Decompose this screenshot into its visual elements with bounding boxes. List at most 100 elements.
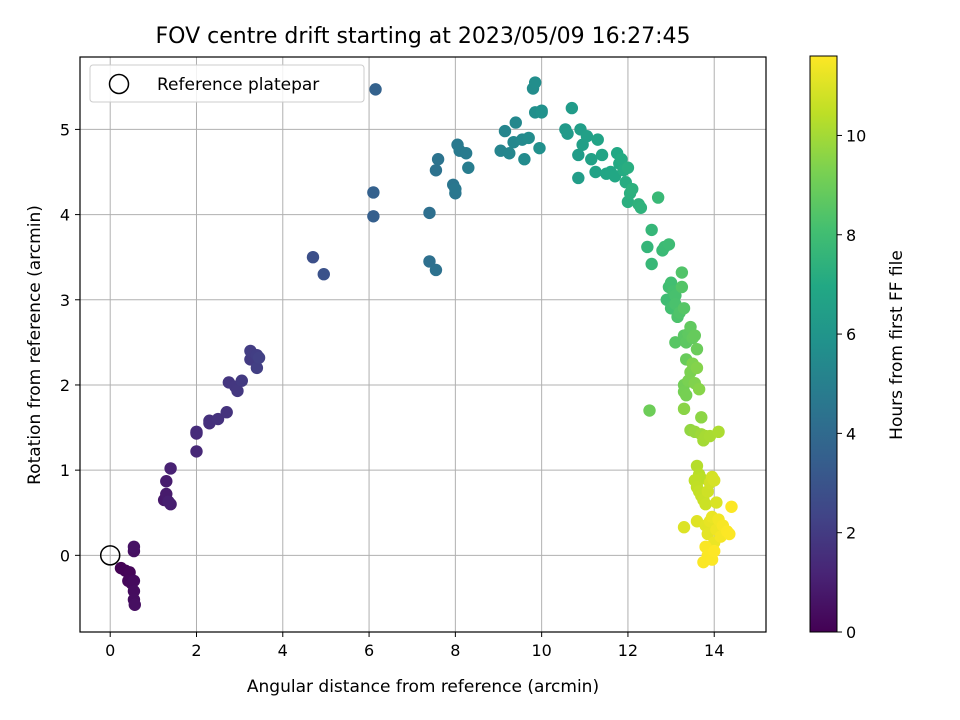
- x-tick-label: 0: [105, 641, 115, 660]
- x-tick-label: 14: [704, 641, 724, 660]
- y-tick-label: 1: [60, 461, 70, 480]
- scatter-point: [708, 544, 721, 558]
- x-tick-label: 8: [450, 641, 460, 660]
- scatter-point: [585, 153, 598, 166]
- scatter-point: [710, 496, 723, 509]
- scatter-point: [535, 106, 548, 119]
- plot-frame: [79, 56, 767, 633]
- colorbar-label: Hours from first FF file: [887, 250, 907, 440]
- scatter-point: [252, 351, 266, 364]
- scatter-point: [690, 361, 704, 375]
- colorbar-tick-label: 2: [846, 524, 856, 543]
- scatter-point: [699, 498, 712, 511]
- scatter-point: [725, 500, 738, 513]
- scatter-point: [675, 266, 689, 279]
- colorbar-tick-label: 4: [846, 424, 856, 443]
- scatter-point: [509, 116, 522, 129]
- scatter-point: [572, 171, 585, 185]
- scatter-point: [190, 445, 203, 458]
- x-tick-label: 10: [531, 641, 551, 660]
- scatter-point: [423, 206, 436, 220]
- y-axis-label: Rotation from reference (arcmin): [25, 205, 45, 485]
- scatter-point: [626, 182, 639, 196]
- scatter-point: [127, 584, 141, 598]
- scatter-point: [449, 182, 462, 196]
- x-tick-label: 2: [191, 641, 201, 660]
- scatter-point: [688, 329, 702, 342]
- scatter-point: [306, 250, 320, 264]
- scatter-point: [367, 210, 380, 223]
- scatter-point: [190, 425, 203, 439]
- y-tick-label: 4: [60, 206, 70, 225]
- scatter-point: [528, 76, 542, 89]
- scatter-point: [369, 83, 382, 96]
- scatter-point: [127, 540, 141, 554]
- grid-lines: [80, 57, 766, 632]
- colorbar-ticks: 0 2 4 6 8 10: [837, 126, 866, 642]
- scatter-point: [708, 474, 721, 487]
- scatter-point: [645, 257, 658, 271]
- scatter-point: [423, 255, 436, 268]
- reference-platepar-marker: [99, 545, 121, 566]
- scatter-point: [692, 383, 706, 396]
- scatter-point: [690, 342, 704, 356]
- colorbar: [809, 55, 838, 633]
- x-tick-label: 6: [364, 641, 374, 660]
- colorbar-tick-label: 6: [846, 325, 856, 344]
- scatter-point: [675, 280, 689, 294]
- scatter-point: [128, 598, 141, 611]
- scatter-point: [565, 101, 579, 115]
- scatter-point: [641, 240, 654, 254]
- scatter-point: [211, 412, 225, 426]
- scatter-point: [429, 164, 443, 177]
- scatter-point: [127, 574, 141, 588]
- scatter-point: [367, 186, 380, 199]
- scatter-point: [518, 153, 531, 166]
- scatter-point: [503, 147, 516, 160]
- colorbar-tick-label: 0: [846, 623, 856, 642]
- x-tick-label: 4: [278, 641, 288, 660]
- y-axis-ticks: 0 1 2 3 4 5: [60, 120, 80, 565]
- x-tick-label: 12: [618, 641, 638, 660]
- scatter-point: [677, 402, 691, 416]
- scatter-point: [231, 384, 244, 398]
- legend-label: Reference platepar: [157, 75, 319, 95]
- scatter-point: [695, 411, 708, 424]
- scatter-point: [459, 147, 473, 160]
- scatter-point: [677, 302, 691, 315]
- scatter-point: [723, 527, 736, 541]
- scatter-point: [651, 191, 665, 204]
- scatter-point: [615, 153, 628, 166]
- legend-box: [89, 64, 365, 103]
- scatter-point: [164, 462, 177, 475]
- scatter-point: [235, 374, 248, 387]
- scatter-point: [250, 361, 264, 375]
- scatter-points: [114, 76, 738, 611]
- scatter-point: [669, 336, 682, 349]
- scatter-point: [160, 475, 173, 488]
- scatter-point: [317, 268, 330, 281]
- scatter-point: [429, 263, 443, 277]
- scatter-point: [595, 148, 609, 162]
- scatter-point: [533, 141, 546, 155]
- scatter-point: [677, 521, 691, 534]
- scatter-point: [643, 404, 656, 417]
- scatter-point: [645, 223, 658, 237]
- scatter-point: [608, 170, 622, 183]
- scatter-point: [431, 153, 445, 166]
- scatter-point: [580, 130, 594, 143]
- scatter-point: [634, 201, 648, 214]
- scatter-point: [712, 425, 725, 439]
- scatter-point: [589, 165, 602, 179]
- scatter-point: [669, 289, 682, 302]
- scatter-point: [572, 148, 585, 162]
- scatter-point: [662, 238, 676, 251]
- legend-open-circle-icon: [108, 73, 130, 95]
- scatter-point: [679, 388, 693, 402]
- scatter-point: [462, 161, 475, 174]
- scatter-point: [621, 161, 635, 174]
- y-tick-label: 5: [60, 120, 70, 139]
- scatter-point: [162, 495, 175, 508]
- scatter-point: [561, 127, 574, 140]
